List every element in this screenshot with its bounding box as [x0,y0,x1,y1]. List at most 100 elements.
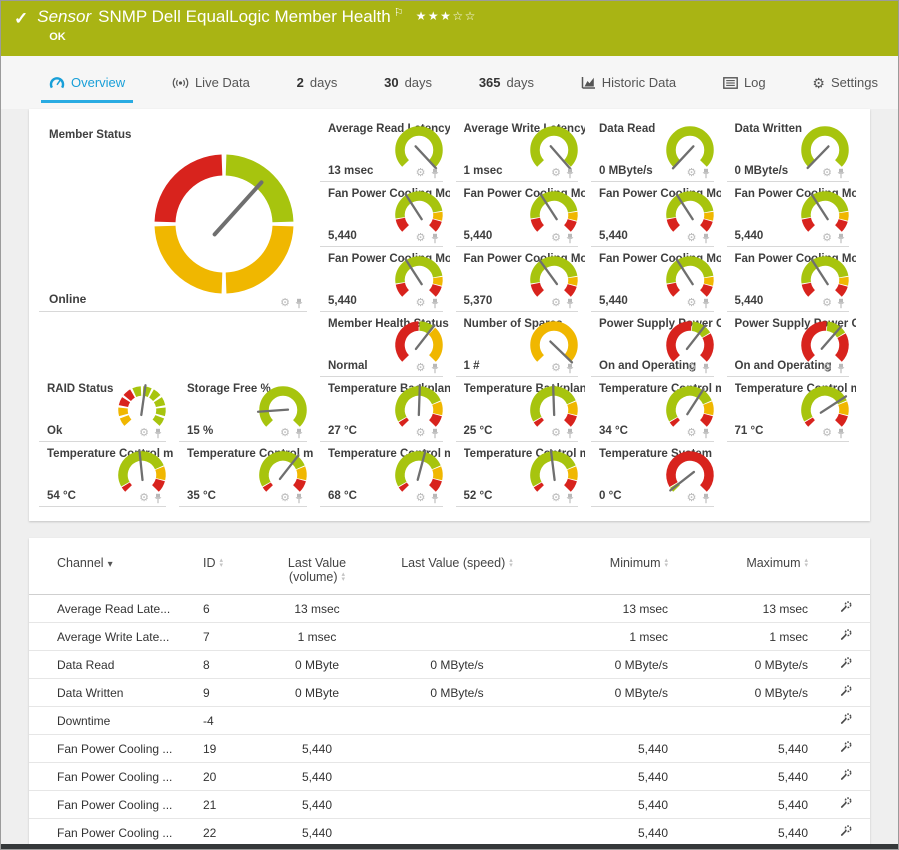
column-header-minimum[interactable]: Minimum ▴ ▾ [537,550,682,595]
column-header-last-value-volume-[interactable]: Last Value (volume) ▴ ▾ [257,550,377,595]
channel-settings-icon[interactable] [839,628,853,642]
channel-settings-icon[interactable] [839,684,853,698]
pin-icon[interactable] [565,168,575,179]
channel-settings-icon[interactable] [839,768,853,782]
star-empty-icon[interactable]: ☆ [464,9,477,23]
pin-icon[interactable] [565,233,575,244]
pin-icon[interactable] [565,428,575,439]
tab-settings[interactable]: ⚙ Settings [804,56,886,109]
star-filled-icon[interactable]: ★ [440,9,453,23]
star-empty-icon[interactable]: ☆ [452,9,465,23]
gauge-tile-8[interactable]: Fan Power Cooling Mo... 5,440 ⚙ [320,247,456,312]
gear-icon[interactable]: ⚙ [415,167,426,179]
tab-2-days[interactable]: 2 days [289,56,346,109]
column-header-channel[interactable]: Channel ▾ [29,550,197,595]
gear-icon[interactable]: ⚙ [822,297,832,309]
gauge-tile-22[interactable]: Temperature Control m... 54 °C ⚙ [39,442,179,507]
channel-settings-icon[interactable] [839,824,853,838]
tab-30-days[interactable]: 30 days [376,56,440,109]
pin-icon[interactable] [701,363,711,374]
tab-live-data[interactable]: Live Data [164,56,258,109]
gear-icon[interactable]: ⚙ [686,167,697,179]
pin-icon[interactable] [565,363,575,374]
channel-settings-icon[interactable] [839,712,853,726]
pin-icon[interactable] [153,493,163,504]
pin-icon[interactable] [701,233,711,244]
channel-link[interactable]: Data Read [57,657,115,672]
gear-icon[interactable]: ⚙ [551,492,561,504]
gear-icon[interactable]: ⚙ [551,362,561,374]
gear-icon[interactable]: ⚙ [280,427,290,439]
tab-overview[interactable]: Overview [41,56,134,109]
gauge-tile-23[interactable]: Temperature Control m... 35 °C ⚙ [179,442,320,507]
gauge-tile-15[interactable]: Power Supply Power C... On and Operating … [726,312,863,377]
gear-icon[interactable]: ⚙ [551,232,561,244]
priority-stars[interactable]: ★★★☆☆ [416,9,477,23]
channel-settings-icon[interactable] [839,600,853,614]
gear-icon[interactable]: ⚙ [686,232,697,244]
gear-icon[interactable]: ⚙ [139,492,149,504]
channel-link[interactable]: Fan Power Cooling ... [57,797,173,812]
gauge-tile-member-status[interactable]: Member Status Online ⚙ [39,117,320,312]
gauge-tile-26[interactable]: Temperature System 0 °C ⚙ [591,442,727,507]
column-header-maximum[interactable]: Maximum ▴ ▾ [682,550,822,595]
column-header-last-value-speed-[interactable]: Last Value (speed) ▴ ▾ [377,550,537,595]
gauge-tile-7[interactable]: Fan Power Cooling Mo... 5,440 ⚙ [726,182,863,247]
star-filled-icon[interactable]: ★ [415,9,428,23]
pin-icon[interactable] [836,233,846,244]
column-header-id[interactable]: ID ▴ ▾ [197,550,257,595]
pin-icon[interactable] [430,493,440,504]
pin-icon[interactable] [153,428,163,439]
gear-icon[interactable]: ⚙ [415,297,426,309]
gauge-tile-11[interactable]: Fan Power Cooling Mo... 5,440 ⚙ [726,247,863,312]
gear-icon[interactable]: ⚙ [551,427,561,439]
gear-icon[interactable]: ⚙ [822,362,832,374]
pin-icon[interactable] [565,493,575,504]
gear-icon[interactable]: ⚙ [415,492,426,504]
gauge-tile-24[interactable]: Temperature Control m...68 °C ⚙ [320,442,456,507]
channel-link[interactable]: Fan Power Cooling ... [57,741,173,756]
channel-settings-icon[interactable] [839,796,853,810]
channel-settings-icon[interactable] [839,656,853,670]
pin-icon[interactable] [701,428,711,439]
star-filled-icon[interactable]: ★ [427,9,441,23]
pin-icon[interactable] [836,168,846,179]
gear-icon[interactable]: ⚙ [415,232,426,244]
gauge-tile-4[interactable]: Fan Power Cooling Mo... 5,440 ⚙ [320,182,456,247]
pin-icon[interactable] [430,168,440,179]
pin-icon[interactable] [565,298,575,309]
pin-icon[interactable] [836,428,846,439]
gear-icon[interactable]: ⚙ [822,167,832,179]
channel-link[interactable]: Downtime [57,713,111,728]
pin-icon[interactable] [701,168,711,179]
gauge-tile-20[interactable]: Temperature Control m...34 °C ⚙ [591,377,727,442]
gauge-tile-19[interactable]: Temperature Backplan... 25 °C ⚙ [455,377,592,442]
pin-icon[interactable] [430,298,440,309]
gear-icon[interactable]: ⚙ [822,427,832,439]
pin-icon[interactable] [701,493,711,504]
gauge-tile-25[interactable]: Temperature Control m...52 °C ⚙ [455,442,592,507]
gear-icon[interactable]: ⚙ [822,232,832,244]
pin-icon[interactable] [836,298,846,309]
pin-icon[interactable] [430,363,440,374]
gauge-tile-18[interactable]: Temperature Backplan... 27 °C ⚙ [320,377,456,442]
pin-icon[interactable] [836,363,846,374]
gauge-tile-1[interactable]: Average Write Latency 1 msec ⚙ [455,117,592,182]
gauge-tile-16[interactable]: RAID Status Ok ⚙ [39,377,179,442]
gear-icon[interactable]: ⚙ [686,362,697,374]
pin-icon[interactable] [701,298,711,309]
pin-icon[interactable] [430,233,440,244]
channel-link[interactable]: Fan Power Cooling ... [57,769,173,784]
pin-icon[interactable] [294,493,304,504]
gauge-tile-2[interactable]: Data Read 0 MByte/s ⚙ [591,117,727,182]
gear-icon[interactable]: ⚙ [280,492,290,504]
channel-link[interactable]: Average Write Late... [57,629,170,644]
gear-icon[interactable]: ⚙ [551,297,561,309]
gauge-tile-12[interactable]: Member Health Status Normal ⚙ [320,312,456,377]
gear-icon[interactable]: ⚙ [686,297,697,309]
pin-icon[interactable] [294,428,304,439]
gauge-tile-14[interactable]: Power Supply Power C... On and Operating … [591,312,727,377]
gear-icon[interactable]: ⚙ [686,427,697,439]
gauge-tile-10[interactable]: Fan Power Cooling Mo... 5,440 ⚙ [591,247,727,312]
channel-settings-icon[interactable] [839,740,853,754]
